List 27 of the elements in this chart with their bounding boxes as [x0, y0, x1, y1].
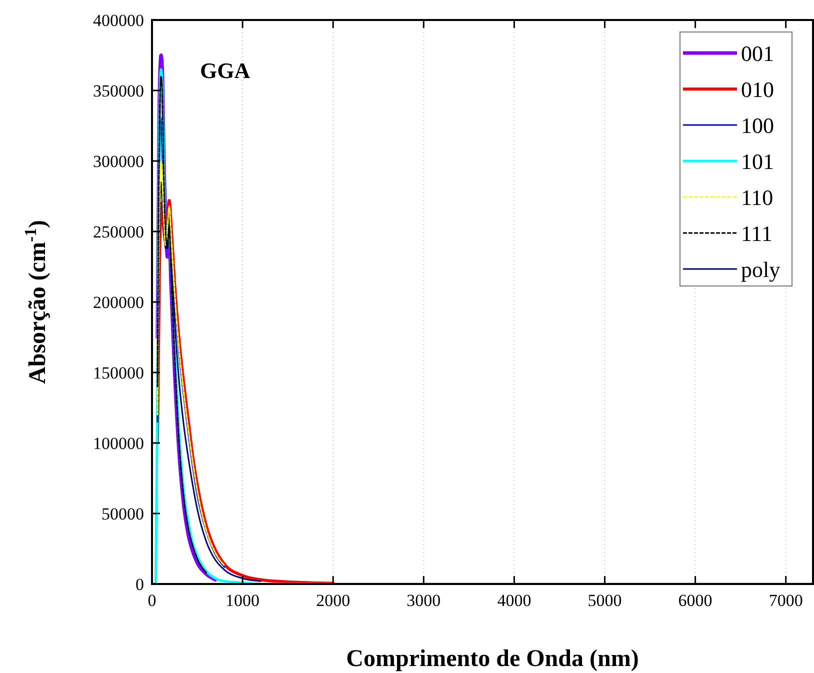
y-tick-label: 100000	[93, 434, 144, 453]
annotation: GGA	[200, 58, 250, 83]
y-tick-label: 300000	[93, 152, 144, 171]
legend-label: 001	[741, 41, 774, 66]
x-tick-label: 4000	[497, 591, 532, 610]
y-tick-label: 150000	[93, 364, 144, 382]
y-tick-label: 200000	[93, 293, 144, 312]
legend-label: 010	[741, 77, 774, 102]
x-tick-label: 2000	[316, 591, 350, 610]
y-tick-label: 50000	[102, 504, 144, 524]
legend-label: 100	[741, 113, 774, 138]
y-tick-label: 250000	[93, 222, 144, 242]
x-axis-title: Comprimento de Onda (nm)	[346, 646, 639, 672]
legend-label: 111	[741, 221, 772, 246]
y-tick-label: 350000	[93, 82, 144, 100]
y-tick-label: 400000	[93, 11, 144, 30]
x-tick-label: 7000	[768, 591, 803, 610]
x-tick-label: 0	[148, 591, 156, 610]
y-tick-label: 0	[136, 575, 144, 594]
legend-label: 110	[741, 185, 774, 210]
x-tick-label: 1000	[226, 591, 260, 610]
x-tick-label: 6000	[678, 591, 712, 610]
line-series	[156, 181, 262, 582]
legend-label: 101	[741, 149, 774, 174]
x-tick-label: 3000	[406, 591, 441, 610]
legend-label: poly	[741, 257, 780, 282]
x-tick-label: 5000	[588, 591, 622, 610]
